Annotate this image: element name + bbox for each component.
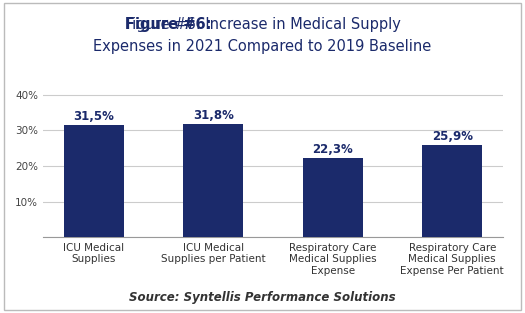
Bar [183, 124, 243, 237]
Bar [303, 158, 363, 237]
Bar [64, 125, 123, 237]
Text: 25,9%: 25,9% [432, 130, 473, 143]
Text: 22,3%: 22,3% [312, 143, 353, 156]
Text: 31,8%: 31,8% [193, 109, 234, 122]
Bar [423, 145, 482, 237]
Text: Figure #6:: Figure #6: [124, 17, 211, 32]
Text: Figure #6: Increase in Medical Supply: Figure #6: Increase in Medical Supply [124, 17, 401, 32]
Text: 31,5%: 31,5% [73, 110, 114, 123]
Text: Source: Syntellis Performance Solutions: Source: Syntellis Performance Solutions [129, 290, 396, 304]
Text: Expenses in 2021 Compared to 2019 Baseline: Expenses in 2021 Compared to 2019 Baseli… [93, 39, 432, 54]
